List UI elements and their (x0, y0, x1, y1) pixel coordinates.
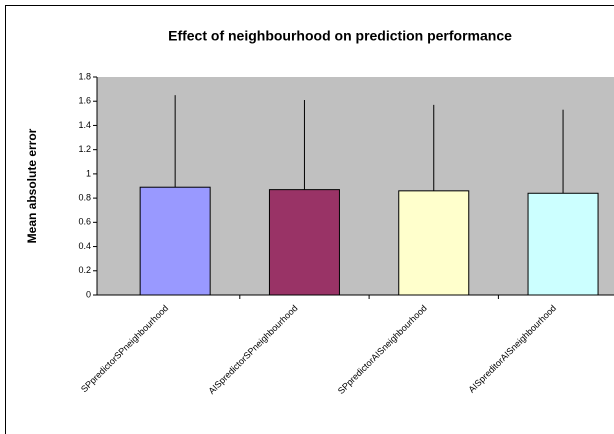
y-tick-label: 0 (86, 289, 91, 299)
y-tick-label: 1.8 (78, 71, 91, 81)
bar (527, 192, 599, 296)
chart-title: Effect of neighbourhood on prediction pe… (168, 28, 512, 44)
y-tick-label: 1.4 (78, 120, 91, 130)
y-axis-title: Mean absolute error (25, 128, 39, 243)
y-tick-label: 0.6 (78, 217, 91, 227)
bar (398, 190, 470, 296)
y-tick-label: 1.2 (78, 144, 91, 154)
y-tick-label: 1.6 (78, 96, 91, 106)
bar (139, 186, 211, 296)
bar (268, 189, 340, 296)
y-tick-label: 0.4 (78, 241, 91, 251)
y-tick-label: 1 (86, 168, 91, 178)
y-tick-label: 0.2 (78, 265, 91, 275)
y-tick-label: 0.8 (78, 192, 91, 202)
